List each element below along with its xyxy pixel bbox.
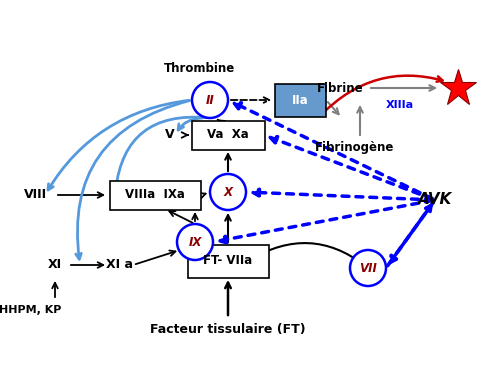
Text: VIIIa  IXa: VIIIa IXa [125,189,185,202]
FancyArrowPatch shape [388,205,431,266]
Text: Thrombine: Thrombine [164,61,236,75]
Text: Fibrinogène: Fibrinogène [316,141,395,155]
FancyArrowPatch shape [76,101,190,259]
FancyArrowPatch shape [178,118,202,130]
FancyArrowPatch shape [250,243,364,265]
FancyBboxPatch shape [275,83,326,117]
Text: AVK: AVK [418,192,452,208]
Circle shape [177,224,213,260]
FancyBboxPatch shape [192,120,265,149]
Circle shape [192,82,228,118]
Text: FT- VIIa: FT- VIIa [204,255,253,267]
Text: IIa: IIa [292,93,308,107]
FancyBboxPatch shape [187,245,269,277]
Text: XI: XI [48,258,62,272]
Text: XI a: XI a [106,258,134,272]
Text: Facteur tissulaire (FT): Facteur tissulaire (FT) [150,323,306,336]
Circle shape [350,250,386,286]
Circle shape [210,174,246,210]
Text: Fibrine: Fibrine [317,82,363,94]
FancyBboxPatch shape [109,181,201,210]
Text: XIIIa: XIIIa [386,100,414,110]
Text: V: V [165,128,175,141]
Text: II: II [206,93,214,107]
Text: Va  Xa: Va Xa [207,128,249,141]
FancyArrowPatch shape [113,117,207,189]
Text: X: X [223,186,232,199]
Text: VIII: VIII [24,189,46,202]
FancyArrowPatch shape [48,100,189,190]
Text: VII: VII [359,261,377,274]
Text: HHPM, KP: HHPM, KP [0,305,61,315]
FancyArrowPatch shape [322,76,443,114]
Text: IX: IX [188,235,202,248]
